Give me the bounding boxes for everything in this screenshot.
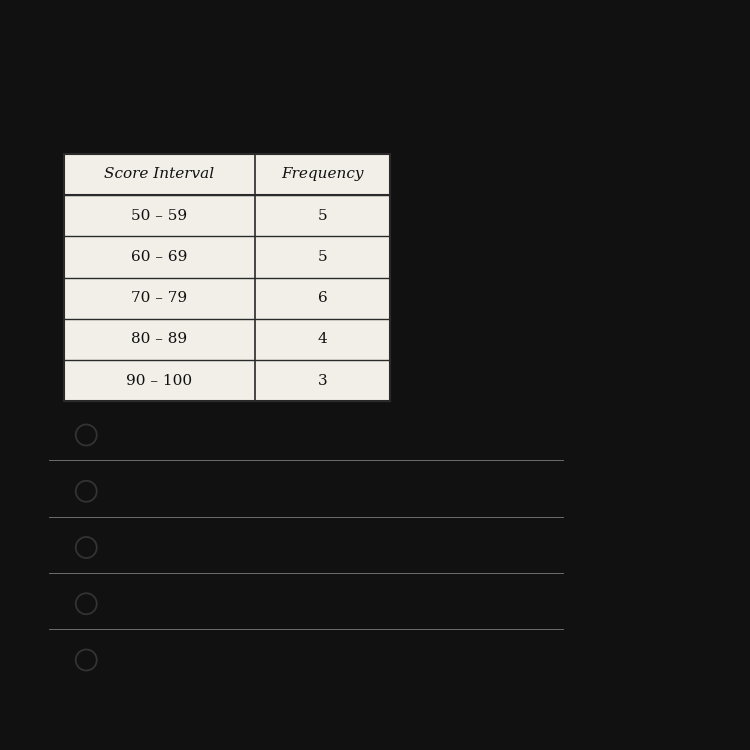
Text: 6: 6: [318, 291, 328, 305]
Text: Frequency: Frequency: [281, 167, 364, 182]
FancyBboxPatch shape: [0, 0, 750, 139]
Text: 3: 3: [116, 653, 126, 667]
FancyBboxPatch shape: [64, 154, 390, 401]
Text: None of these: None of these: [116, 541, 224, 554]
Text: 5: 5: [318, 209, 327, 223]
Text: 70 – 79: 70 – 79: [131, 291, 188, 305]
Text: 60 – 69: 60 – 69: [131, 250, 188, 264]
Text: 90 – 100: 90 – 100: [126, 374, 193, 388]
Text: 50 – 59: 50 – 59: [131, 209, 188, 223]
Text: 5: 5: [318, 250, 327, 264]
Text: Score Interval: Score Interval: [104, 167, 214, 182]
Text: 80 – 89: 80 – 89: [131, 332, 188, 346]
Text: 3: 3: [318, 374, 327, 388]
Text: 4: 4: [318, 332, 328, 346]
Text: 7: 7: [116, 484, 126, 498]
Text: 13: 13: [116, 597, 136, 610]
FancyBboxPatch shape: [0, 701, 750, 750]
Text: 18: 18: [116, 428, 136, 442]
